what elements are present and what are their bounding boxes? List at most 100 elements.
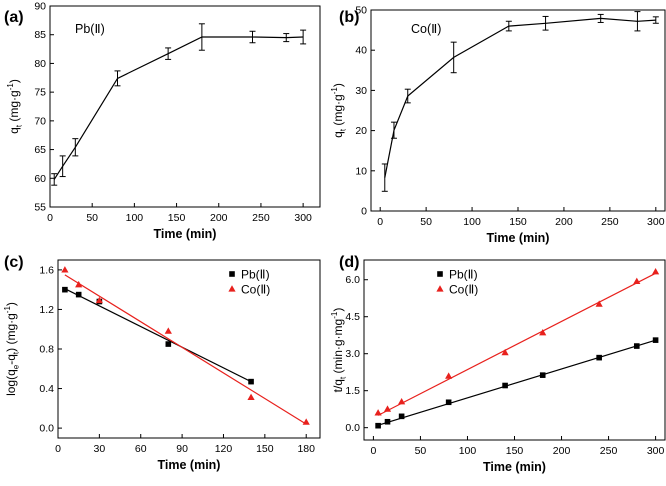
y-tick-label: 10 bbox=[355, 165, 367, 177]
series-co bbox=[381, 11, 659, 192]
series-pb bbox=[375, 337, 659, 429]
x-tick-label: 50 bbox=[415, 445, 427, 457]
legend-marker bbox=[228, 285, 236, 292]
panel-label: (b) bbox=[339, 9, 359, 26]
y-tick-label: 4.5 bbox=[345, 311, 360, 323]
series-line bbox=[53, 36, 304, 180]
x-axis-label: Time (min) bbox=[487, 231, 550, 245]
x-axis-label: Time (min) bbox=[483, 460, 546, 474]
x-tick-label: 60 bbox=[135, 443, 147, 455]
x-tick-label: 200 bbox=[553, 445, 571, 457]
fit-line bbox=[64, 274, 307, 425]
data-point bbox=[633, 343, 640, 349]
x-tick-label: 200 bbox=[555, 216, 573, 228]
x-tick-label: 150 bbox=[256, 443, 274, 455]
x-tick-label: 180 bbox=[297, 443, 315, 455]
y-axis-label: qt​ (mg·g-1​) bbox=[6, 79, 23, 134]
data-point bbox=[652, 337, 659, 343]
legend: Pb(Ⅱ)Co(Ⅱ) bbox=[228, 268, 270, 297]
y-tick-label: 6.0 bbox=[345, 274, 360, 286]
data-point bbox=[596, 354, 602, 361]
data-point bbox=[384, 418, 391, 425]
x-tick-label: 90 bbox=[176, 443, 188, 455]
y-tick-label: 0.4 bbox=[39, 383, 54, 395]
panel-a: (a) 0 50 100 150 200 250 300 55 60 65 70 75 80 85 90 Tim… bbox=[4, 1, 321, 241]
data-point bbox=[501, 348, 509, 356]
fit-line bbox=[377, 272, 656, 416]
data-point bbox=[61, 266, 69, 273]
y-tick-label: 65 bbox=[34, 144, 46, 156]
y-tick-label: 0 bbox=[361, 206, 367, 218]
x-tick-label: 250 bbox=[600, 445, 618, 457]
panel-c: (c) 0 30 60 90 120 150 180 0.0 0.4 0.8 1.2 1.6 Time (… bbox=[3, 254, 321, 472]
y-tick-label: 75 bbox=[34, 87, 46, 99]
x-tick-label: 30 bbox=[94, 443, 106, 455]
data-point bbox=[375, 422, 381, 429]
y-tick-label: 85 bbox=[34, 29, 46, 41]
series-co bbox=[374, 268, 660, 416]
plot-frame bbox=[57, 259, 321, 439]
x-tick-label: 150 bbox=[506, 445, 524, 457]
x-axis-label: Time (min) bbox=[154, 227, 217, 241]
data-point bbox=[95, 296, 103, 304]
data-point bbox=[62, 286, 68, 293]
x-tick-label: 250 bbox=[601, 216, 619, 228]
x-tick-label: 200 bbox=[210, 212, 228, 224]
legend-marker bbox=[229, 271, 235, 277]
data-point bbox=[383, 405, 392, 412]
legend-label: Co(Ⅱ) bbox=[241, 283, 270, 297]
data-point bbox=[633, 277, 641, 285]
panel-label: (c) bbox=[4, 254, 24, 271]
data-point bbox=[539, 328, 547, 336]
y-tick-label: 0.0 bbox=[345, 422, 360, 434]
y-tick-label: 20 bbox=[355, 125, 367, 137]
y-tick-label: 40 bbox=[355, 45, 367, 57]
x-tick-label: 100 bbox=[463, 216, 481, 228]
plot-frame bbox=[370, 9, 666, 212]
x-tick-label: 0 bbox=[47, 212, 53, 224]
data-point bbox=[247, 393, 255, 401]
legend-marker bbox=[437, 271, 443, 277]
data-point bbox=[651, 268, 660, 275]
data-point bbox=[75, 280, 83, 288]
data-point bbox=[445, 372, 453, 379]
plot-frame bbox=[49, 5, 321, 208]
y-axis-label: log(qe​-qt​) (mg·g-1​) bbox=[3, 302, 20, 396]
y-tick-label: 60 bbox=[34, 173, 46, 185]
legend-label: Co(Ⅱ) bbox=[449, 283, 478, 297]
legend-label: Pb(Ⅱ) bbox=[449, 268, 478, 282]
y-tick-label: 3.0 bbox=[345, 348, 360, 360]
fit-line bbox=[64, 288, 252, 383]
data-point bbox=[398, 413, 405, 420]
x-tick-label: 150 bbox=[509, 216, 527, 228]
data-point bbox=[165, 341, 172, 347]
y-tick-label: 0.8 bbox=[39, 344, 54, 356]
data-point bbox=[445, 399, 452, 406]
panel-annotation: Co(Ⅱ) bbox=[411, 22, 441, 36]
data-point bbox=[302, 418, 310, 425]
y-tick-label: 55 bbox=[34, 202, 46, 214]
x-tick-label: 100 bbox=[459, 445, 477, 457]
data-point bbox=[502, 382, 508, 389]
x-tick-label: 250 bbox=[252, 212, 270, 224]
y-tick-label: 0.0 bbox=[39, 423, 54, 435]
series-pb bbox=[62, 286, 254, 385]
x-tick-label: 0 bbox=[377, 216, 383, 228]
y-tick-label: 1.5 bbox=[345, 385, 360, 397]
x-tick-label: 50 bbox=[420, 216, 432, 228]
x-tick-label: 120 bbox=[215, 443, 233, 455]
y-tick-label: 70 bbox=[34, 115, 46, 127]
data-point bbox=[398, 397, 406, 405]
series-line bbox=[384, 17, 656, 178]
panel-b: (b) 0 50 100 150 200 250 300 0 10 20 30 40 50 Time (mi… bbox=[330, 5, 666, 245]
x-tick-label: 0 bbox=[55, 443, 61, 455]
x-tick-label: 300 bbox=[294, 212, 312, 224]
y-tick-label: 50 bbox=[355, 5, 367, 17]
panel-d: (d) 0 50 100 150 200 250 300 0.0 1.5 3.0 4.5 6.0 Time… bbox=[330, 254, 666, 474]
y-tick-label: 80 bbox=[34, 58, 46, 70]
data-point bbox=[539, 372, 546, 378]
x-axis-label: Time (min) bbox=[158, 458, 221, 472]
y-tick-label: 90 bbox=[34, 1, 46, 13]
x-tick-label: 100 bbox=[126, 212, 144, 224]
